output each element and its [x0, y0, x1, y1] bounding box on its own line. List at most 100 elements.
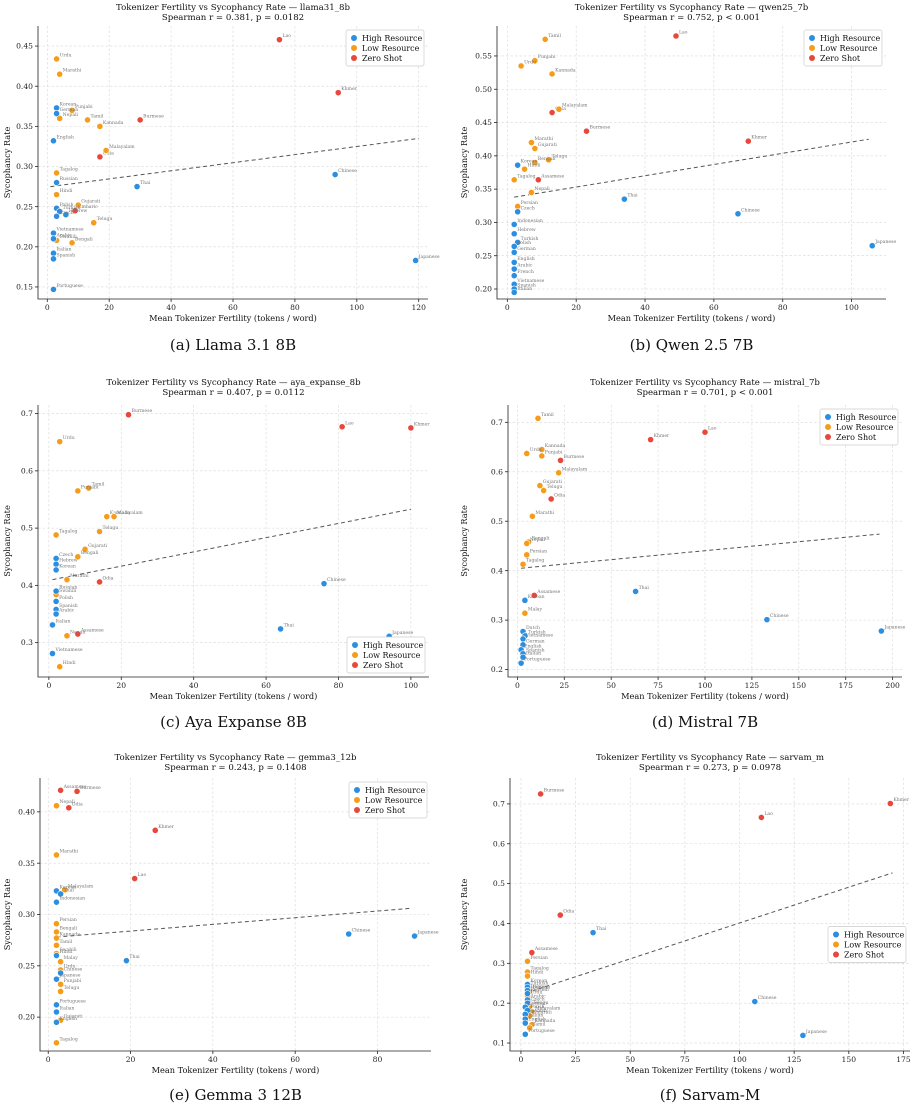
point-label: Tagalog: [517, 173, 535, 179]
point-label: Spanish: [59, 603, 78, 609]
point-label: Tamil: [59, 939, 72, 945]
data-point: [53, 1008, 60, 1016]
data-point: [868, 242, 876, 250]
data-point: [277, 625, 284, 633]
point-label: Hebrew: [59, 558, 78, 564]
point-label: Tamil: [91, 113, 104, 119]
x-tick-label: 40: [640, 303, 650, 312]
trend-line: [521, 533, 880, 569]
point-label: Bengali: [81, 550, 99, 556]
point-label: Korean: [521, 159, 538, 165]
data-point: [53, 898, 60, 906]
legend-marker: [352, 642, 358, 648]
data-point: [338, 423, 346, 431]
point-label: Korean: [59, 884, 76, 890]
trend-line: [50, 137, 419, 188]
data-point: [53, 802, 60, 810]
x-tick-label: 100: [404, 681, 419, 690]
chart-subtitle: Spearman r = 0.273, p = 0.0978: [639, 763, 781, 773]
point-label: Kannada: [555, 67, 576, 73]
point-label: Marathi: [535, 510, 554, 516]
y-tick-label: 0.6: [21, 466, 33, 475]
point-label: English: [524, 643, 542, 649]
point-label: German: [526, 638, 545, 644]
point-label: Russian: [530, 987, 548, 993]
chart-panel: Tokenizer Fertility vs Sycophancy Rate —…: [459, 378, 906, 731]
y-tick-label: 0.20: [475, 285, 492, 294]
data-point: [531, 159, 539, 166]
legend-box: [827, 926, 907, 963]
point-label: Urdu: [530, 447, 542, 453]
legend-entry: Zero Shot: [365, 806, 406, 815]
y-tick-label: 0.40: [18, 807, 35, 816]
point-label: Tagalog: [526, 558, 544, 564]
data-point: [540, 487, 548, 494]
x-tick-label: 75: [680, 1055, 690, 1064]
point-label: Chinese: [338, 168, 357, 174]
y-tick-label: 0.7: [21, 409, 33, 418]
point-label: Burmese: [143, 113, 164, 119]
data-point: [57, 988, 64, 995]
y-tick-label: 0.4: [491, 566, 503, 575]
point-label: Lao: [282, 33, 291, 39]
y-tick-label: 0.25: [16, 202, 33, 211]
data-point: [53, 55, 60, 63]
data-point: [526, 1024, 534, 1032]
x-tick-label: 80: [334, 681, 344, 690]
data-point: [510, 288, 518, 296]
point-label: German: [517, 246, 536, 252]
data-point: [510, 176, 518, 184]
legend-marker: [825, 414, 831, 420]
point-label: Vietnamese: [55, 227, 83, 233]
point-label: Portuguese: [56, 283, 83, 289]
legend-marker: [351, 55, 357, 61]
point-label: Italian: [59, 1006, 74, 1012]
data-point: [545, 156, 553, 164]
data-point: [757, 814, 765, 821]
legend-box: [345, 29, 425, 67]
point-label: Urdu: [530, 990, 542, 996]
x-tick-label: 60: [261, 681, 271, 690]
point-label: Japanese: [417, 930, 439, 936]
point-label: Thai: [129, 954, 140, 960]
data-point: [50, 235, 57, 243]
point-label: Turkish: [530, 981, 548, 987]
x-tick-label: 150: [842, 1055, 857, 1064]
point-label: Punjabi: [538, 54, 556, 60]
y-tick-label: 0.50: [475, 85, 492, 94]
point-label: Telugu: [97, 216, 113, 222]
point-label: Gujarati: [533, 1009, 553, 1015]
point-label: Thai: [284, 622, 295, 628]
point-label: Gujarati: [88, 543, 108, 549]
point-label: Gujarati: [64, 1014, 84, 1020]
y-tick-label: 0.5: [491, 517, 503, 526]
y-tick-label: 0.25: [475, 251, 492, 260]
point-label: Dutch: [526, 625, 540, 631]
data-point: [537, 790, 545, 798]
point-label: Chinese: [64, 967, 83, 973]
x-tick-label: 100: [844, 303, 859, 312]
point-label: Assamese: [536, 589, 560, 595]
point-label: Malayalam: [535, 1005, 561, 1011]
y-tick-label: 0.4: [493, 919, 505, 928]
y-tick-label: 0.5: [21, 524, 33, 533]
chart-title: Tokenizer Fertility vs Sycophancy Rate —…: [114, 753, 357, 763]
data-point: [52, 587, 60, 595]
data-point: [620, 195, 628, 203]
legend-entry: High Resource: [363, 641, 423, 650]
point-label: Assamese: [534, 946, 558, 952]
point-label: Persian: [521, 200, 538, 206]
legend-entry: High Resource: [836, 413, 896, 422]
y-tick-label: 0.15: [16, 283, 33, 292]
point-label: Italian: [517, 286, 532, 292]
point-label: Swahili: [60, 234, 78, 240]
y-tick-label: 0.5: [493, 879, 505, 888]
point-label: Persian: [59, 917, 76, 923]
point-label: Turkish: [63, 205, 81, 211]
point-label: Kannada: [110, 510, 131, 516]
y-tick-label: 0.30: [16, 162, 33, 171]
data-point: [531, 57, 539, 65]
point-label: Chinese: [741, 207, 760, 213]
